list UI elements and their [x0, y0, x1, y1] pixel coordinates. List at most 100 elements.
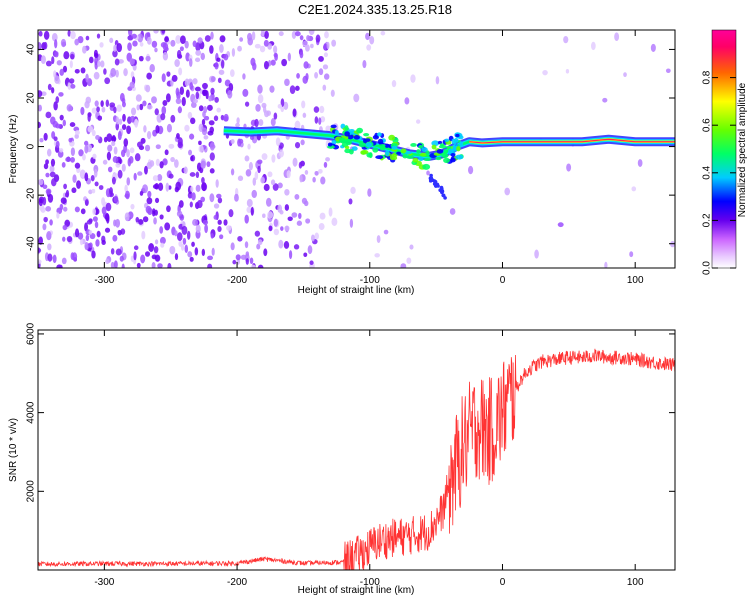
spectrogram-cell — [70, 252, 75, 260]
spectrogram-cell — [71, 187, 77, 194]
spectrogram-cell — [195, 91, 200, 100]
y-tick-label: 6000 — [26, 322, 37, 345]
spectrogram-cell — [166, 123, 172, 133]
spectrogram-cell — [155, 144, 161, 150]
spectrogram-cell — [88, 230, 93, 235]
signal-blob — [391, 145, 398, 150]
spectrogram-cell — [121, 97, 126, 104]
spectrogram-cell — [174, 159, 179, 168]
spectrogram-cell — [201, 181, 207, 192]
spectrogram-cell — [200, 160, 206, 169]
spectrogram-cell — [139, 103, 144, 111]
spectrogram-cell — [209, 193, 215, 203]
spectrogram-cell — [124, 212, 130, 222]
spectrogram-cell — [197, 37, 203, 44]
spectrogram-cell — [228, 209, 234, 218]
spectrogram-cell — [260, 176, 265, 184]
spectrogram-cell — [70, 53, 75, 60]
spectrogram-cell — [98, 185, 104, 190]
spectrogram-cell — [38, 248, 42, 253]
spectrogram-cell — [296, 72, 300, 79]
spectrogram-cell — [91, 188, 96, 194]
spectrogram-cell — [614, 32, 620, 42]
spectrogram-cell — [300, 139, 305, 146]
spectrogram-cell — [67, 82, 72, 90]
spectrogram-cell — [249, 135, 255, 141]
spectrogram-cell — [64, 192, 69, 198]
spectrogram-cell — [115, 218, 121, 228]
spectrogram-cell — [95, 135, 100, 140]
spectrogram-cell — [74, 68, 80, 74]
signal-blob — [348, 128, 355, 133]
colorbar-gradient — [711, 29, 737, 269]
spectrogram-cell — [323, 52, 328, 58]
signal-blob — [450, 153, 456, 157]
spectrogram-cell — [159, 226, 164, 234]
spectrogram-cell — [137, 141, 143, 148]
spectrogram-cell — [38, 236, 43, 245]
spectrogram-cell — [237, 235, 243, 242]
spectrogram-cell — [93, 71, 100, 80]
spectrogram-cell — [190, 186, 194, 192]
spectrogram-cell — [409, 244, 414, 250]
spectrogram-cell — [326, 41, 330, 50]
spectrogram-cell — [100, 60, 105, 68]
spectrogram-cell — [51, 87, 55, 94]
signal-blob — [431, 144, 437, 150]
x-tick-label: 0 — [500, 275, 506, 286]
x-tick-label: -100 — [360, 577, 380, 588]
spectrogram-cell — [178, 240, 183, 247]
spectrogram-cell — [266, 110, 272, 116]
spectrogram-cell — [104, 227, 111, 233]
spectrogram-cell — [94, 100, 99, 107]
spectrogram-cell — [208, 95, 213, 102]
signal-blob — [365, 142, 372, 148]
spectrogram-cell — [267, 171, 273, 178]
spectrogram-cell — [210, 87, 215, 95]
spectrogram-cell — [188, 149, 193, 156]
spectrogram-cell — [194, 247, 199, 256]
spectrogram-cell — [201, 118, 206, 126]
spectrogram-cell — [299, 51, 304, 59]
spectrogram-cell — [203, 115, 210, 121]
spectrogram-cell — [542, 69, 548, 76]
spectrogram-cell — [133, 245, 139, 251]
spectrogram-cell — [260, 30, 265, 37]
spectrogram-cell — [180, 35, 186, 44]
spectrogram-cell — [63, 206, 68, 212]
signal-blob — [455, 133, 460, 138]
spectrogram-cell — [47, 193, 54, 203]
spectrogram-cell — [314, 232, 319, 240]
spectrogram-cell — [110, 261, 115, 268]
spectrogram-cell — [304, 170, 309, 175]
spectrogram-cell — [251, 31, 256, 41]
spectrogram-cell — [54, 75, 60, 84]
spectrogram-cell — [147, 190, 152, 198]
spectrogram-cell — [249, 257, 254, 265]
spectrogram-cell — [246, 198, 253, 208]
spectrogram-cell — [207, 104, 213, 111]
spectrogram-cell — [53, 101, 58, 111]
spectrogram-cell — [179, 46, 184, 52]
spectrogram-cell — [383, 229, 389, 235]
spectrogram-cell — [92, 216, 98, 222]
spectrogram-cell — [273, 112, 278, 120]
spectrogram-cell — [110, 67, 117, 77]
signal-blob — [377, 138, 384, 145]
spectrogram-cell — [170, 39, 176, 47]
spectrogram-cell — [168, 143, 175, 149]
spectrogram-cell — [137, 171, 143, 176]
spectrogram-cell — [273, 228, 280, 236]
spectrogram-cell — [59, 68, 65, 76]
spectrogram-cell — [195, 224, 201, 234]
spectrogram-cell — [165, 182, 170, 192]
spectrogram-cell — [39, 137, 44, 143]
spectrogram-cell — [302, 40, 308, 46]
spectrogram-cell — [278, 239, 284, 249]
snr-xlabel: Height of straight line (km) — [298, 585, 415, 596]
spectrogram-cell — [192, 40, 197, 48]
spectrogram-cell — [154, 239, 159, 245]
spectrogram-cell — [129, 147, 135, 154]
spectrogram-cell — [61, 257, 67, 265]
spectrogram-cell — [68, 137, 73, 143]
